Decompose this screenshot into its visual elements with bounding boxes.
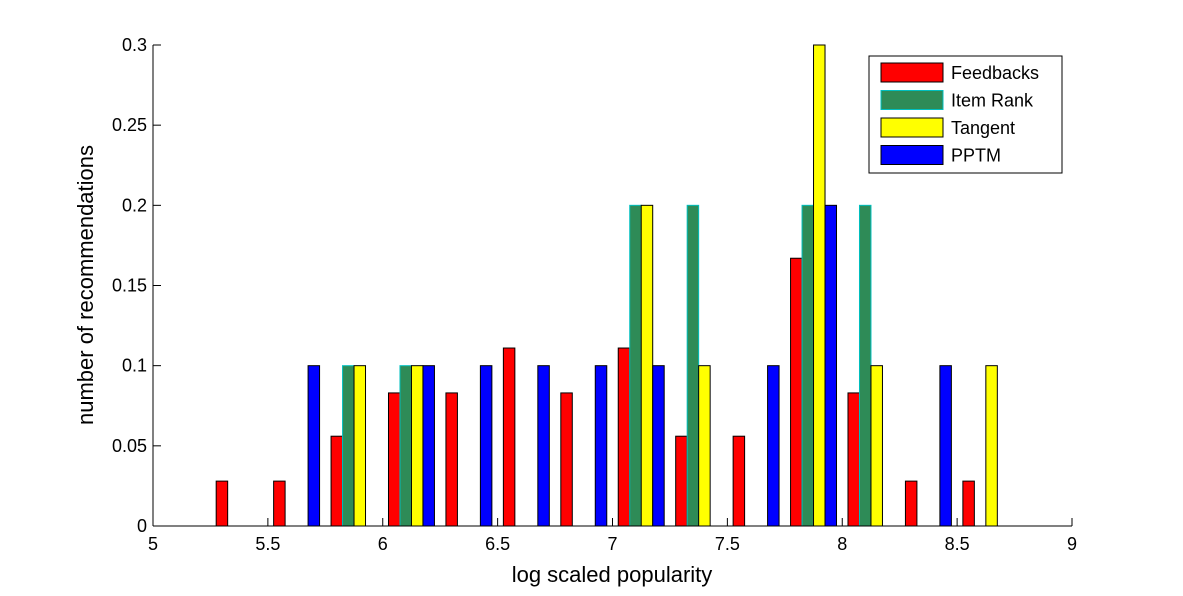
bar-item-rank-3	[342, 365, 355, 527]
bar-feedbacks-13	[904, 480, 918, 527]
legend-label: Feedbacks	[951, 63, 1039, 83]
bar-feedbacks-10	[732, 435, 746, 527]
bar-item-rank-4	[399, 365, 412, 527]
x-tick-label: 5	[148, 534, 158, 554]
y-tick-label: 0.15	[112, 276, 147, 296]
bar-feedbacks-14	[962, 480, 975, 527]
legend-swatch-item-rank	[880, 90, 944, 110]
bar-pptm-2	[307, 365, 321, 527]
bar-pptm-6	[537, 365, 550, 527]
bar-feedbacks-11	[790, 257, 803, 527]
x-tick-label: 8.5	[945, 534, 970, 554]
legend-swatch-feedbacks	[880, 62, 944, 83]
x-tick-label: 9	[1067, 534, 1077, 554]
bar-pptm-7	[594, 365, 608, 527]
y-tick-label: 0.2	[122, 195, 147, 215]
bar-feedbacks-7	[560, 392, 573, 527]
bar-feedbacks-8	[617, 347, 631, 527]
legend-swatch-pptm	[880, 145, 944, 165]
x-tick-label: 6	[378, 534, 388, 554]
bar-feedbacks-5	[445, 392, 458, 527]
bar-item-rank-11	[801, 204, 815, 527]
bar-pptm-8	[652, 365, 665, 527]
y-tick-label: 0	[137, 516, 147, 536]
bars-layer	[215, 44, 998, 527]
legend-label: PPTM	[951, 146, 1001, 166]
bar-feedbacks-4	[387, 392, 401, 527]
bar-tangent-12	[870, 365, 883, 527]
bar-tangent-4	[410, 365, 424, 527]
legend-label: Tangent	[951, 118, 1015, 138]
x-tick-label: 7.5	[715, 534, 740, 554]
bar-feedbacks-2	[273, 480, 286, 527]
x-tick-label: 8	[837, 534, 847, 554]
x-tick-label: 7	[607, 534, 617, 554]
bar-tangent-11	[813, 44, 826, 527]
legend: Feedbacks Item Rank Tangent PPTM	[868, 55, 1063, 174]
x-tick-label: 6.5	[485, 534, 510, 554]
bar-tangent-9	[698, 365, 711, 527]
bar-tangent-14	[985, 365, 998, 527]
bar-pptm-10	[767, 365, 780, 527]
y-tick-label: 0.3	[122, 35, 147, 55]
bar-pptm-5	[479, 365, 493, 527]
bar-feedbacks-12	[847, 392, 860, 527]
bar-item-rank-8	[629, 204, 642, 527]
bar-pptm-13	[939, 365, 952, 527]
bar-feedbacks-3	[330, 435, 344, 527]
bar-feedbacks-6	[502, 347, 516, 527]
bar-pptm-4	[422, 365, 435, 527]
bar-item-rank-12	[858, 204, 872, 527]
bar-pptm-11	[824, 204, 838, 527]
y-tick-label: 0.05	[112, 436, 147, 456]
x-axis-label: log scaled popularity	[512, 562, 713, 587]
x-tick-label: 5.5	[255, 534, 280, 554]
legend-swatch-tangent	[880, 117, 944, 138]
bar-feedbacks-1	[215, 480, 229, 527]
y-tick-label: 0.25	[112, 115, 147, 135]
bar-feedbacks-9	[675, 435, 688, 527]
bar-tangent-8	[640, 204, 654, 527]
y-tick-label: 0.1	[122, 356, 147, 376]
bar-item-rank-9	[686, 204, 700, 527]
bar-tangent-3	[353, 365, 367, 527]
y-axis-label: number of recommendations	[73, 145, 98, 425]
legend-label: Item Rank	[951, 91, 1034, 111]
ticks-layer: 5 5.5 6 6.5 7 7.5 8 8.5 9 0 0.05 0.1 0.15 0.2 0.25 0.3	[112, 35, 1077, 554]
